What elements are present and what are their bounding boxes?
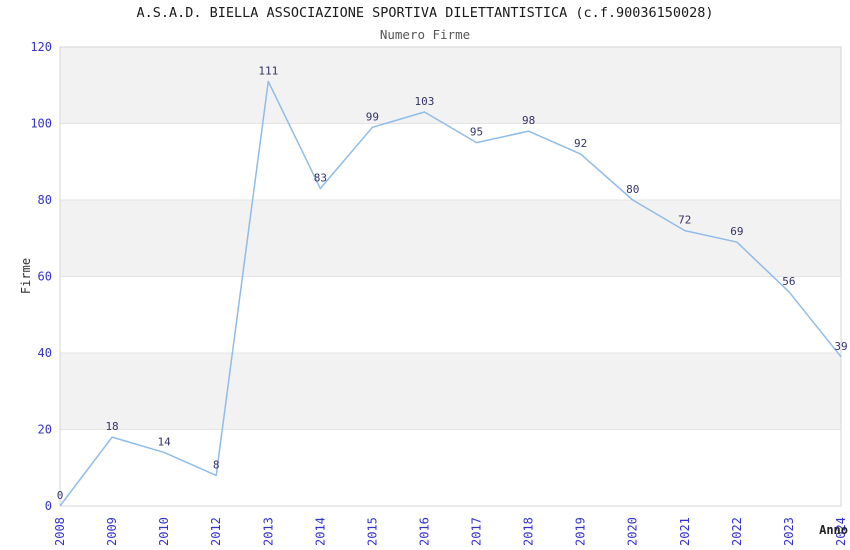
data-label: 0 xyxy=(57,489,64,502)
x-tick-label: 2021 xyxy=(678,517,692,546)
x-tick-label: 2018 xyxy=(522,517,536,546)
x-tick-label: 2023 xyxy=(782,517,796,546)
data-label: 92 xyxy=(574,137,587,150)
y-tick-label: 20 xyxy=(38,423,52,437)
x-tick-label: 2009 xyxy=(105,517,119,546)
x-tick-label: 2022 xyxy=(730,517,744,546)
firme-line-series xyxy=(59,80,842,507)
data-label: 99 xyxy=(366,110,379,123)
x-tick-label: 2017 xyxy=(470,517,484,546)
data-label: 39 xyxy=(834,340,847,353)
y-tick-label: 100 xyxy=(30,117,52,131)
x-tick-label: 2024 xyxy=(834,517,848,546)
x-tick-label: 2015 xyxy=(365,517,379,546)
y-tick-label: 0 xyxy=(45,499,52,513)
y-tick-label: 120 xyxy=(30,40,52,54)
data-label: 69 xyxy=(730,225,743,238)
y-tick-label: 60 xyxy=(38,270,52,284)
data-label: 83 xyxy=(314,172,327,185)
x-tick-label: 2016 xyxy=(417,517,431,546)
data-label: 18 xyxy=(105,420,118,433)
x-tick-label: 2012 xyxy=(209,517,223,546)
y-tick-label: 80 xyxy=(38,193,52,207)
data-label: 72 xyxy=(678,214,691,227)
data-label: 56 xyxy=(782,275,795,288)
plot-band xyxy=(60,200,841,277)
data-label: 14 xyxy=(158,435,172,448)
data-label: 95 xyxy=(470,126,483,139)
plot-border xyxy=(59,46,842,507)
chart-title: A.S.A.D. BIELLA ASSOCIAZIONE SPORTIVA DI… xyxy=(136,5,714,21)
data-label: 8 xyxy=(213,458,220,471)
data-label: 111 xyxy=(258,64,278,77)
x-tick-label: 2010 xyxy=(157,517,171,546)
plot-band xyxy=(60,353,841,430)
data-label: 103 xyxy=(415,95,435,108)
x-tick-label: 2008 xyxy=(53,517,67,546)
x-axis-title: Anno xyxy=(819,523,848,537)
data-label: 98 xyxy=(522,114,535,127)
x-tick-label: 2019 xyxy=(574,517,588,546)
x-tick-label: 2014 xyxy=(313,517,327,546)
x-tick-label: 2020 xyxy=(626,517,640,546)
data-label: 80 xyxy=(626,183,639,196)
y-tick-label: 40 xyxy=(38,346,52,360)
chart-subtitle: Numero Firme xyxy=(379,27,471,42)
plot-band xyxy=(60,47,841,124)
x-tick-label: 2013 xyxy=(261,517,275,546)
